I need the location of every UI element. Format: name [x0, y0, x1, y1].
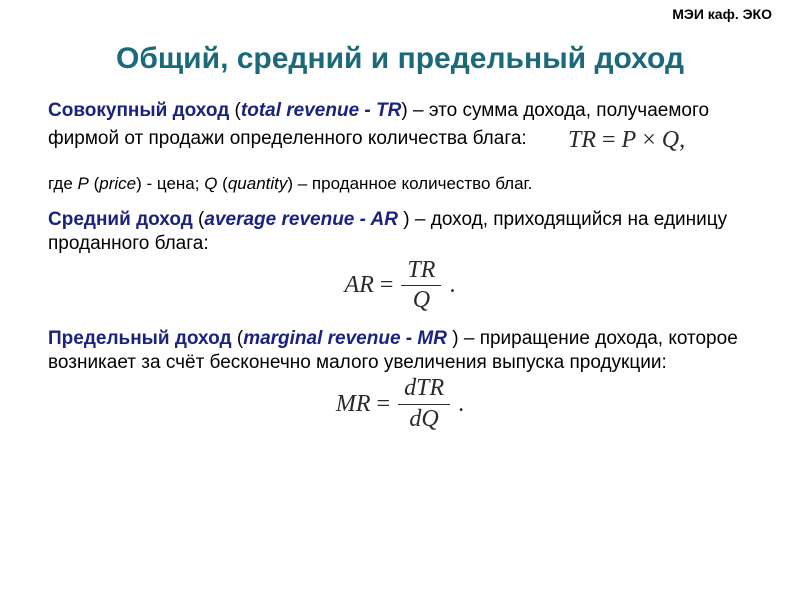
slide-title: Общий, средний и предельный доход [48, 42, 752, 75]
lhs: MR [336, 391, 371, 418]
text: ) – проданное количество благ. [287, 174, 532, 193]
term-ru-ar: Средний доход [48, 209, 193, 230]
fraction: dTR dQ [396, 376, 452, 431]
r2: Q [662, 127, 679, 153]
term-en-ar: average revenue - AR [204, 209, 403, 230]
formula-ar: AR = TR Q . [48, 258, 752, 313]
note-variables: где P (price) - цена; Q (quantity) – про… [48, 173, 752, 194]
eq: = [596, 127, 622, 153]
text: ( [217, 174, 227, 193]
numerator: TR [401, 258, 441, 286]
times: × [636, 127, 662, 153]
term-ru-mr: Предельный доход [48, 328, 232, 349]
dot: . [449, 272, 455, 299]
fraction: TR Q [399, 258, 443, 313]
word-price: price [99, 174, 136, 193]
dept-header: МЭИ каф. ЭКО [672, 6, 772, 22]
text: ( [229, 100, 241, 121]
eq: = [380, 272, 394, 299]
text: где [48, 174, 78, 193]
text: ( [232, 328, 244, 349]
term-en-mr: marginal revenue - MR [243, 328, 452, 349]
definition-total-revenue: Совокупный доход (total revenue - TR) – … [48, 99, 752, 155]
text: ( [89, 174, 99, 193]
definition-average-revenue: Средний доход (average revenue - AR ) – … [48, 208, 752, 256]
denominator: Q [401, 286, 441, 313]
term-ru-tr: Совокупный доход [48, 100, 229, 121]
term-en-tr: total revenue - TR [241, 100, 401, 121]
eq: = [377, 391, 391, 418]
text: ( [193, 209, 205, 230]
comma: , [679, 127, 685, 153]
lhs: AR [345, 272, 374, 299]
denominator: dQ [398, 405, 450, 432]
formula-tr: TR = P × Q, [568, 125, 685, 155]
r1: P [622, 127, 637, 153]
numerator: dTR [398, 376, 450, 404]
formula-mr: MR = dTR dQ . [48, 376, 752, 431]
var-P: P [78, 174, 89, 193]
slide: МЭИ каф. ЭКО Общий, средний и предельный… [0, 0, 800, 600]
dot: . [458, 391, 464, 418]
lhs: TR [568, 127, 596, 153]
var-Q: Q [204, 174, 217, 193]
text: ) - цена; [136, 174, 204, 193]
word-quantity: quantity [228, 174, 288, 193]
definition-marginal-revenue: Предельный доход (marginal revenue - MR … [48, 327, 752, 375]
